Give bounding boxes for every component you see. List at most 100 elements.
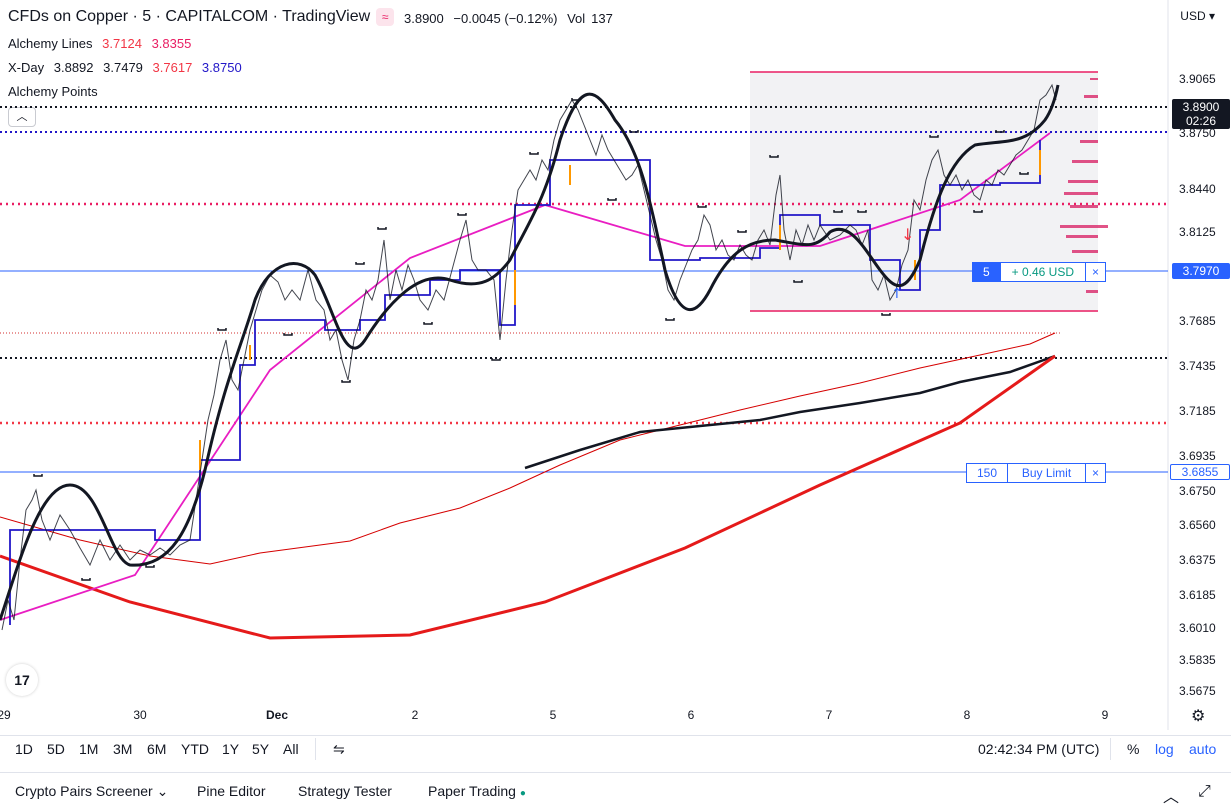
price-tick: 3.5675: [1179, 684, 1216, 698]
price-tick: 3.6560: [1179, 518, 1216, 532]
ohlc-legend: 3.8900 −0.0045 (−0.12%) Vol 137: [404, 11, 625, 26]
chart-title[interactable]: CFDs on Copper · 5 · CAPITALCOM · Tradin…: [8, 8, 395, 26]
volume-label: Vol: [567, 11, 586, 26]
indicator-alchemy-lines[interactable]: Alchemy Lines 3.7124 3.8355: [8, 36, 197, 51]
chevron-down-icon: ⌄: [156, 783, 169, 799]
range-1d-button[interactable]: 1D: [15, 741, 33, 757]
last-price-value: 3.8900: [1182, 100, 1220, 114]
time-tick: 29: [0, 708, 11, 722]
percent-scale-button[interactable]: %: [1127, 741, 1140, 757]
alchemy-points: [33, 98, 1029, 581]
time-tick: 5: [549, 708, 557, 722]
volume-value: 137: [591, 11, 613, 26]
indicator-name: Alchemy Lines: [8, 36, 93, 51]
bar-countdown: 02:26: [1185, 114, 1217, 128]
range-1y-button[interactable]: 1Y: [222, 741, 240, 757]
range-1m-button[interactable]: 1M: [79, 741, 99, 757]
tradingview-logo[interactable]: 17: [6, 664, 38, 696]
tab-label: Paper Trading: [428, 783, 516, 799]
time-tick: 8: [963, 708, 971, 722]
buy-arrow-icon: ↑: [891, 286, 903, 302]
price-tick: 3.6375: [1179, 553, 1216, 567]
blue-step-line: [9, 140, 1041, 625]
toolbar-divider: [315, 738, 316, 760]
indicator-value: 3.8750: [201, 60, 242, 75]
tab-crypto-pairs-screener[interactable]: Crypto Pairs Screener ⌄: [15, 783, 168, 800]
indicator-value: 3.8892: [53, 60, 94, 75]
compare-icon[interactable]: ≈: [376, 8, 395, 26]
tab-strategy-tester[interactable]: Strategy Tester: [298, 783, 392, 799]
range-3m-button[interactable]: 3M: [113, 741, 133, 757]
ema-thin-red: [0, 332, 1056, 565]
time-tick: 2: [411, 708, 419, 722]
range-ytd-button[interactable]: YTD: [181, 741, 209, 757]
change-value: −0.0045 (−0.12%): [453, 11, 558, 26]
price-tick: 3.7685: [1179, 314, 1216, 328]
price-wiggle: [1, 83, 1057, 631]
tab-pine-editor[interactable]: Pine Editor: [197, 783, 266, 799]
chart-title-text: CFDs on Copper · 5 · CAPITALCOM · Tradin…: [8, 8, 371, 26]
order-type: Buy Limit: [1021, 466, 1072, 480]
range-6m-button[interactable]: 6M: [147, 741, 167, 757]
position-pnl: + 0.46 USD: [1011, 265, 1075, 279]
time-tick: 9: [1101, 708, 1109, 722]
indicator-name: Alchemy Points: [8, 84, 98, 99]
last-price-tag: 3.8900 02:26: [1172, 99, 1230, 129]
price-tick: 3.8440: [1179, 182, 1216, 196]
range-5d-button[interactable]: 5D: [47, 741, 65, 757]
range-all-button[interactable]: All: [283, 741, 299, 757]
indicator-alchemy-points[interactable]: Alchemy Points: [8, 84, 104, 99]
chart-settings-gear-icon[interactable]: ⚙: [1191, 708, 1206, 725]
price-tick: 3.6010: [1179, 621, 1216, 635]
position-qty: 5: [973, 263, 1001, 281]
price-tick: 3.6185: [1179, 588, 1216, 602]
close-position-button[interactable]: ×: [1084, 263, 1105, 281]
time-axis[interactable]: [0, 706, 1168, 726]
price-chart[interactable]: ↓ ↑: [0, 0, 1231, 730]
indicator-x-day[interactable]: X-Day 3.8892 3.7479 3.7617 3.8750: [8, 60, 248, 75]
toolbar-divider: [1110, 738, 1111, 760]
indicator-value: 3.7479: [103, 60, 143, 75]
price-tick: 3.7185: [1179, 404, 1216, 418]
time-tick: Dec: [265, 708, 289, 722]
range-toolbar: [0, 735, 1231, 766]
time-tick: 30: [133, 708, 147, 722]
indicator-name: X-Day: [8, 60, 45, 75]
currency-label: USD: [1180, 9, 1206, 23]
position-price-tag: 3.7970: [1172, 263, 1230, 279]
utc-clock[interactable]: 02:42:34 PM (UTC): [978, 741, 1100, 757]
price-tick: 3.6935: [1179, 449, 1216, 463]
price-tick: 3.8750: [1179, 126, 1216, 140]
log-scale-button[interactable]: log: [1155, 741, 1174, 757]
time-tick: 6: [687, 708, 695, 722]
expand-panel-chevron-up-icon[interactable]: ︿: [1163, 789, 1180, 806]
price-tick: 3.8125: [1179, 225, 1216, 239]
auto-scale-button[interactable]: auto: [1189, 741, 1217, 757]
tab-paper-trading[interactable]: Paper Trading ●: [428, 783, 526, 799]
indicator-value: 3.7617: [152, 60, 193, 75]
price-tick: 3.6750: [1179, 484, 1216, 498]
price-tick: 3.9065: [1179, 72, 1216, 86]
indicator-value: 3.7124: [102, 36, 142, 51]
daily-red-line: [0, 354, 1056, 640]
price-tick: 3.5835: [1179, 653, 1216, 667]
currency-selector[interactable]: USD ▾: [1180, 9, 1215, 23]
order-label[interactable]: 150 Buy Limit ×: [966, 463, 1106, 483]
ma-black: [524, 354, 1056, 470]
close-value: 3.8900: [404, 11, 444, 26]
range-5y-button[interactable]: 5Y: [252, 741, 270, 757]
indicator-value: 3.8355: [151, 36, 192, 51]
position-label[interactable]: 5 + 0.46 USD ×: [972, 262, 1106, 282]
sell-arrow-icon: ↓: [901, 225, 914, 244]
cancel-order-button[interactable]: ×: [1084, 464, 1105, 482]
order-qty: 150: [967, 464, 1009, 482]
maximize-panel-icon[interactable]: ⤢: [1198, 783, 1211, 800]
order-price-tag: 3.6855: [1170, 464, 1230, 480]
connected-dot-icon: ●: [519, 788, 526, 799]
tab-label: Crypto Pairs Screener: [15, 783, 153, 799]
orange-step-line: [199, 150, 1041, 470]
price-tick: 3.7435: [1179, 359, 1216, 373]
bottom-panel-bar: [0, 772, 1231, 804]
time-tick: 7: [825, 708, 833, 722]
date-range-calendar-icon[interactable]: ⇋: [333, 741, 345, 757]
